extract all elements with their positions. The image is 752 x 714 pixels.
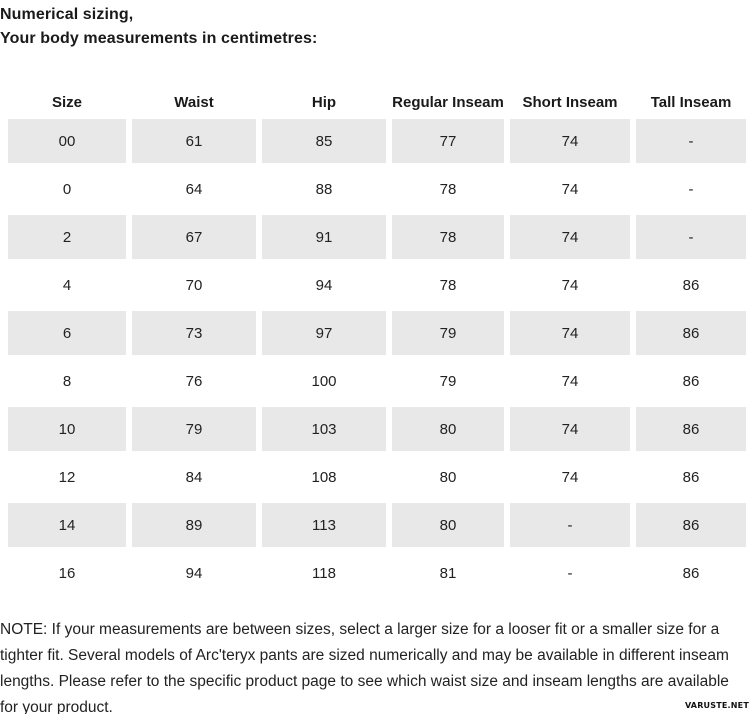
table-cell: 81: [439, 564, 457, 582]
table-cell: 108: [311, 468, 337, 486]
table-cell: 4: [62, 276, 72, 294]
column-header-hip: Hip: [311, 93, 337, 111]
table-cell: 10: [8, 407, 126, 451]
table-cell: 74: [510, 311, 630, 355]
table-row: 14 89 113 80-86: [8, 503, 746, 547]
table-row: 4 70 94 78 74 86: [8, 263, 746, 307]
table-cell: 94: [185, 564, 203, 582]
column-header-size: Size: [51, 93, 82, 111]
table-cell: 8: [62, 372, 72, 390]
table-cell: 79: [132, 407, 256, 451]
table-cell: 16: [58, 564, 76, 582]
size-table: Size Waist Hip Regular Inseam Short Inse…: [2, 85, 752, 599]
table-cell: 118: [312, 564, 336, 582]
table-row: 0 64 88 78 74 -: [8, 167, 746, 211]
table-cell: 77: [392, 119, 504, 163]
table-cell: 85: [262, 119, 386, 163]
table-cell: 80: [392, 407, 504, 451]
table-cell: 80: [439, 468, 457, 486]
table-cell: 79: [439, 372, 457, 390]
table-row: 00 61 85 77 74-: [8, 119, 746, 163]
table-cell: 86: [682, 468, 700, 486]
table-cell: 67: [132, 215, 256, 259]
table-cell: 14: [8, 503, 126, 547]
page-title: Numerical sizing, Your body measurements…: [0, 0, 752, 51]
table-cell: 74: [510, 215, 630, 259]
table-cell: 91: [262, 215, 386, 259]
table-cell: 86: [636, 311, 746, 355]
table-cell: 2: [8, 215, 126, 259]
table-cell: 78: [439, 276, 457, 294]
table-cell: -: [636, 119, 746, 163]
table-cell: 94: [315, 276, 333, 294]
table-cell: 86: [682, 276, 700, 294]
table-cell: -: [567, 564, 573, 582]
table-cell: 70: [185, 276, 203, 294]
title-line-1: Numerical sizing,: [0, 6, 134, 23]
table-cell: 86: [636, 503, 746, 547]
table-cell: 86: [682, 564, 700, 582]
note-text: NOTE: If your measurements are between s…: [0, 621, 729, 714]
table-cell: 103: [262, 407, 386, 451]
watermark: VARUSTE.NET: [684, 701, 749, 710]
table-cell: 78: [439, 180, 457, 198]
table-cell: 100: [311, 372, 337, 390]
table-cell: 6: [8, 311, 126, 355]
column-header-short-inseam: Short Inseam: [522, 93, 618, 111]
table-cell: 73: [132, 311, 256, 355]
table-cell: 74: [561, 468, 579, 486]
table-row: 2 67 91 78 74-: [8, 215, 746, 259]
table-cell: 12: [58, 468, 76, 486]
table-cell: -: [688, 180, 694, 198]
table-row: 16 94 118 81 - 86: [8, 551, 746, 595]
table-cell: 86: [636, 407, 746, 451]
table-cell: -: [636, 215, 746, 259]
table-cell: 74: [561, 276, 579, 294]
column-header-waist: Waist: [174, 93, 214, 111]
column-header-regular-inseam: Regular Inseam: [392, 93, 504, 111]
table-cell: 80: [392, 503, 504, 547]
title-line-2: Your body measurements in centimetres:: [0, 30, 318, 47]
table-cell: 79: [392, 311, 504, 355]
table-cell: 74: [561, 372, 579, 390]
table-row: 6 73 97 79 74 86: [8, 311, 746, 355]
table-cell: 89: [132, 503, 256, 547]
table-cell: 113: [262, 503, 386, 547]
table-cell: 74: [561, 180, 579, 198]
table-row: 10 79 103 80 74 86: [8, 407, 746, 451]
table-cell: 00: [8, 119, 126, 163]
table-cell: 64: [185, 180, 203, 198]
table-header-row: Size Waist Hip Regular Inseam Short Inse…: [8, 89, 746, 115]
table-cell: 0: [62, 180, 72, 198]
table-cell: 84: [185, 468, 203, 486]
table-cell: 97: [262, 311, 386, 355]
column-header-tall-inseam: Tall Inseam: [650, 93, 732, 111]
table-cell: 76: [185, 372, 203, 390]
size-table-body: 00 61 85 77 74-0 64 88 78 74-2 67 91 78 74-4 70 94 78 74…: [8, 119, 746, 595]
table-row: 12 84 108 80 74 86: [8, 455, 746, 499]
table-cell: 78: [392, 215, 504, 259]
table-cell: 86: [682, 372, 700, 390]
table-cell: 74: [510, 119, 630, 163]
table-row: 8 76 100 79 74 86: [8, 359, 746, 403]
table-cell: 74: [510, 407, 630, 451]
table-cell: -: [510, 503, 630, 547]
table-cell: 61: [132, 119, 256, 163]
table-cell: 88: [315, 180, 333, 198]
